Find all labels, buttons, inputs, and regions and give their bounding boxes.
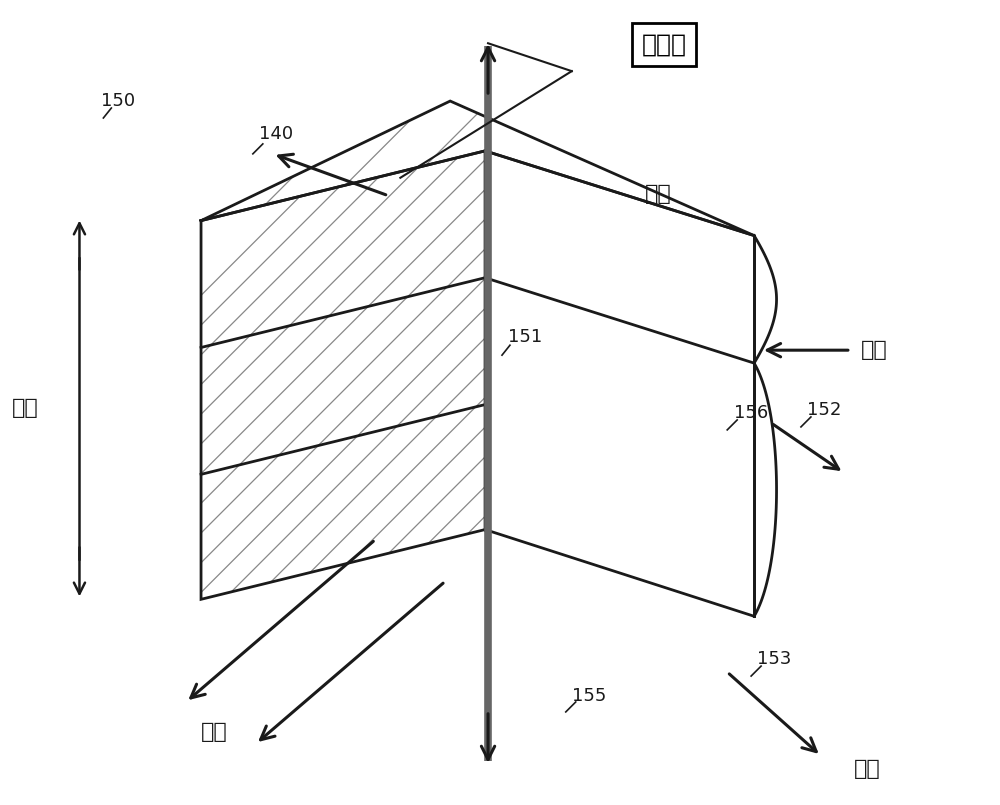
Text: 152: 152 bbox=[807, 401, 841, 419]
Text: 侧面: 侧面 bbox=[201, 722, 228, 742]
Text: 153: 153 bbox=[757, 650, 791, 668]
Text: 150: 150 bbox=[101, 92, 136, 110]
Text: 端部: 端部 bbox=[861, 341, 888, 360]
Text: 155: 155 bbox=[572, 687, 606, 705]
Text: 151: 151 bbox=[508, 328, 542, 346]
Text: 束方向: 束方向 bbox=[642, 32, 687, 56]
Text: 156: 156 bbox=[734, 404, 768, 422]
Text: 高度: 高度 bbox=[12, 398, 38, 418]
Text: 宽度: 宽度 bbox=[854, 759, 881, 778]
Text: 140: 140 bbox=[259, 125, 293, 143]
Text: 长度: 长度 bbox=[644, 184, 671, 204]
